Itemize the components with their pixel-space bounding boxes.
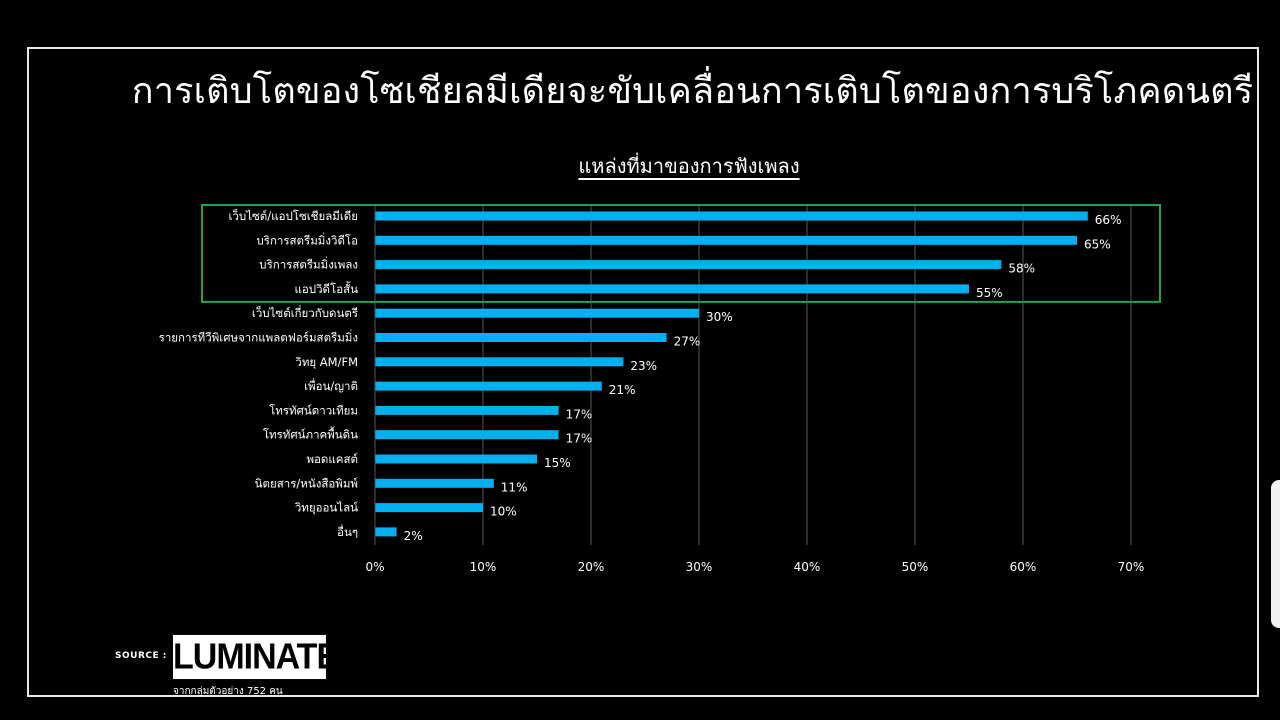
logo-text: LUMINATE xyxy=(167,634,339,680)
category-label: วิทยุ AM/FM xyxy=(295,355,358,369)
data-label: 66% xyxy=(1095,213,1122,227)
x-tick-label: 10% xyxy=(470,560,497,574)
category-label: บริการสตรีมมิ่งเพลง xyxy=(259,257,358,272)
bar xyxy=(375,405,559,415)
side-panel-tab[interactable] xyxy=(1271,480,1280,628)
data-label: 15% xyxy=(544,456,571,470)
bar xyxy=(375,478,494,488)
chart-title: แหล่งที่มาของการฟังเพลง xyxy=(578,154,800,178)
category-label: อื่นๆ xyxy=(337,524,358,539)
category-label: นิตยสาร/หนังสือพิมพ์ xyxy=(255,476,358,490)
slide-title: การเติบโตของโซเชียลมีเดียจะขับเคลื่อนการ… xyxy=(131,71,1254,112)
data-label: 27% xyxy=(674,335,701,349)
highlight-box xyxy=(201,204,1161,303)
category-label: บริการสตรีมมิ่งวิดีโอ xyxy=(256,232,358,247)
x-tick-label: 60% xyxy=(1010,560,1037,574)
bar xyxy=(375,235,1077,245)
bar xyxy=(375,260,1002,270)
data-label: 65% xyxy=(1084,237,1111,251)
bar xyxy=(375,381,602,391)
data-label: 2% xyxy=(404,529,423,543)
bar xyxy=(375,357,624,367)
category-label: เพื่อน/ญาติ xyxy=(304,378,358,393)
data-label: 17% xyxy=(566,407,593,421)
bar xyxy=(375,430,559,440)
category-label: โทรทัศน์ดาวเทียม xyxy=(269,403,358,417)
bar xyxy=(375,454,537,464)
category-label: แอปวิดีโอสั้น xyxy=(294,281,358,296)
bar xyxy=(375,503,483,513)
category-label: โทรทัศน์ภาคพื้นดิน xyxy=(263,427,358,442)
data-label: 17% xyxy=(566,432,593,446)
data-label: 21% xyxy=(609,383,636,397)
category-label: รายการทีวีพิเศษจากแพลตฟอร์มสตรีมมิ่ง xyxy=(159,330,358,345)
x-tick-label: 70% xyxy=(1118,560,1145,574)
sample-note: จากกลุ่มตัวอย่าง 752 คน xyxy=(173,686,283,697)
data-label: 23% xyxy=(630,359,657,373)
bar xyxy=(375,211,1088,221)
source-label: SOURCE : xyxy=(115,651,167,661)
category-label: พอดแคสต์ xyxy=(306,452,358,466)
data-label: 58% xyxy=(1008,262,1035,276)
category-label: เว็บไซต์เกี่ยวกับดนตรี xyxy=(252,305,358,320)
data-label: 30% xyxy=(706,310,733,324)
category-label: วิทยุออนไลน์ xyxy=(294,501,358,515)
luminate-logo: LUMINATE xyxy=(167,634,339,680)
slide-frame xyxy=(27,47,1259,697)
data-label: 55% xyxy=(976,286,1003,300)
x-tick-label: 30% xyxy=(686,560,713,574)
category-label: เว็บไซต์/แอปโซเชียลมีเดีย xyxy=(229,208,358,223)
x-tick-label: 40% xyxy=(794,560,821,574)
bar xyxy=(375,527,397,537)
x-tick-label: 20% xyxy=(578,560,605,574)
bar xyxy=(375,308,699,318)
bar xyxy=(375,284,969,294)
x-tick-label: 0% xyxy=(365,560,384,574)
data-label: 10% xyxy=(490,505,517,519)
data-label: 11% xyxy=(501,480,528,494)
x-tick-label: 50% xyxy=(902,560,929,574)
bar xyxy=(375,333,667,342)
